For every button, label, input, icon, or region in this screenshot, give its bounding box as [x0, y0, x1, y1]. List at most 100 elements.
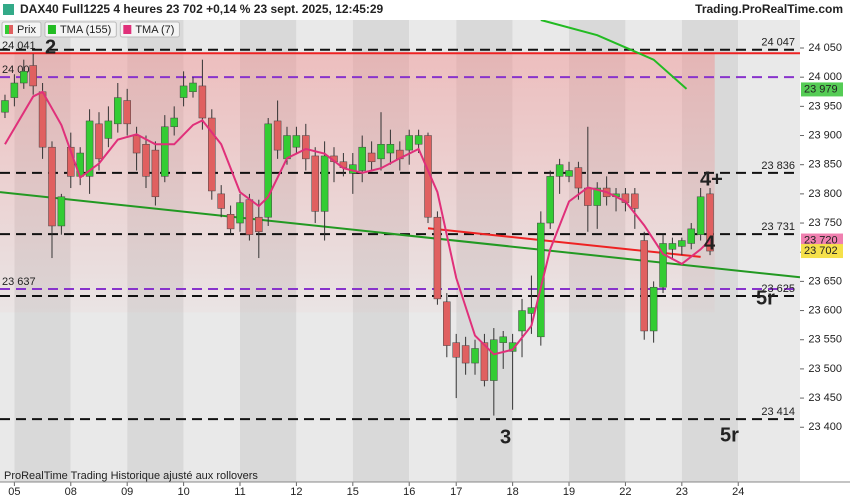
- candle-body: [546, 176, 554, 224]
- legend-item: TMA (7): [119, 21, 180, 38]
- candle-body: [584, 187, 592, 206]
- candle-body: [57, 196, 66, 227]
- y-tick-label: 24 000: [808, 71, 842, 83]
- level-label: 23 836: [761, 160, 795, 172]
- candle-body: [170, 117, 178, 128]
- legend-box: [119, 21, 180, 38]
- candle-body: [20, 71, 28, 84]
- y-tick-label: 23 550: [808, 334, 842, 346]
- candle-body: [358, 146, 366, 171]
- y-tick-label: 23 650: [808, 275, 842, 287]
- candle-body: [649, 286, 658, 332]
- header-bar: [0, 0, 850, 20]
- x-tick-label: 19: [563, 486, 575, 498]
- x-tick-label: 15: [347, 486, 359, 498]
- chart-title: DAX40 Full1225 4 heures 23 702 +0,14 % 2…: [20, 2, 384, 16]
- annotation: 5r: [720, 424, 739, 446]
- price-tag: [801, 233, 843, 248]
- candle-body: [471, 348, 479, 364]
- x-tick-label: 05: [8, 486, 20, 498]
- y-tick-label: 23 750: [808, 217, 842, 229]
- candle-body: [114, 97, 122, 125]
- candle-body: [461, 345, 470, 364]
- x-tick-label: 23: [676, 486, 688, 498]
- candle-body: [142, 144, 150, 177]
- candle-body: [565, 170, 573, 177]
- candle-body: [85, 120, 94, 177]
- candle-body: [687, 228, 695, 244]
- candle-body: [537, 222, 545, 338]
- candle-body: [255, 216, 263, 233]
- candle-body: [1, 100, 9, 113]
- candle-body: [518, 310, 526, 332]
- ma-line: [4, 90, 711, 356]
- candle-body: [217, 193, 225, 209]
- x-tick-label: 11: [234, 486, 245, 498]
- candle-body: [678, 240, 686, 247]
- legend-swatch: [47, 25, 56, 34]
- annotation: 4: [704, 232, 716, 254]
- candle-body: [377, 144, 385, 160]
- candle-body: [555, 164, 564, 177]
- candle-body: [151, 149, 160, 198]
- candle-body: [490, 339, 498, 381]
- candle-body: [696, 196, 705, 235]
- legend-label: Prix: [17, 24, 36, 36]
- candle-body: [283, 135, 291, 160]
- candle-body: [161, 126, 169, 177]
- annotation: 5r: [756, 287, 775, 309]
- y-tick-label: 23 450: [808, 392, 842, 404]
- shaded-zone: [0, 53, 715, 313]
- legend-swatch: [9, 25, 13, 34]
- candle-body: [236, 202, 244, 224]
- annotation: 2: [45, 36, 56, 58]
- level-label: 23 625: [761, 283, 795, 295]
- candle-body: [104, 120, 113, 139]
- candle-body: [132, 135, 141, 154]
- candle-body: [10, 82, 19, 98]
- candle-body: [179, 85, 188, 98]
- site-name: Trading.ProRealTime.com: [695, 2, 843, 16]
- trendline: [427, 227, 701, 258]
- candle-body: [38, 91, 47, 148]
- candle-body: [123, 100, 131, 125]
- y-tick-label: 23 950: [808, 100, 842, 112]
- x-tick-label: 10: [177, 486, 189, 498]
- candle-body: [433, 216, 442, 300]
- candle-body: [508, 342, 517, 352]
- candle-body: [264, 123, 272, 218]
- legend-label: TMA (155): [60, 24, 111, 36]
- candle-body: [659, 243, 667, 288]
- candle-body: [386, 144, 395, 154]
- candle-body: [443, 301, 451, 346]
- day-band: [738, 20, 800, 482]
- y-tick-label: 23 900: [808, 129, 842, 141]
- menu-icon[interactable]: [3, 4, 14, 15]
- annotation: 3: [500, 426, 511, 448]
- x-tick-label: 17: [450, 486, 462, 498]
- candle-body: [198, 85, 207, 119]
- candle-body: [292, 135, 301, 148]
- candle-body: [245, 199, 254, 235]
- y-tick-label: 23 800: [808, 188, 842, 200]
- candle-body: [48, 146, 56, 227]
- legend-swatch: [123, 25, 132, 34]
- candle-body: [302, 135, 310, 160]
- level-label: 24 047: [761, 37, 795, 49]
- price-tag: [801, 244, 843, 259]
- x-tick-label: 18: [506, 486, 518, 498]
- legend-item: TMA (155): [44, 21, 117, 38]
- legend-label: TMA (7): [135, 24, 174, 36]
- candle-body: [208, 117, 216, 192]
- candle-body: [95, 123, 103, 160]
- level-label: 24 041: [2, 40, 36, 52]
- legend-box: [44, 21, 117, 38]
- level-label: 23 731: [761, 221, 795, 233]
- candle-body: [320, 155, 329, 212]
- candle-body: [640, 240, 648, 332]
- y-tick-label: 23 850: [808, 159, 842, 171]
- candle-body: [29, 65, 37, 87]
- x-tick-label: 12: [290, 486, 302, 498]
- legend-item: Prix: [1, 21, 42, 38]
